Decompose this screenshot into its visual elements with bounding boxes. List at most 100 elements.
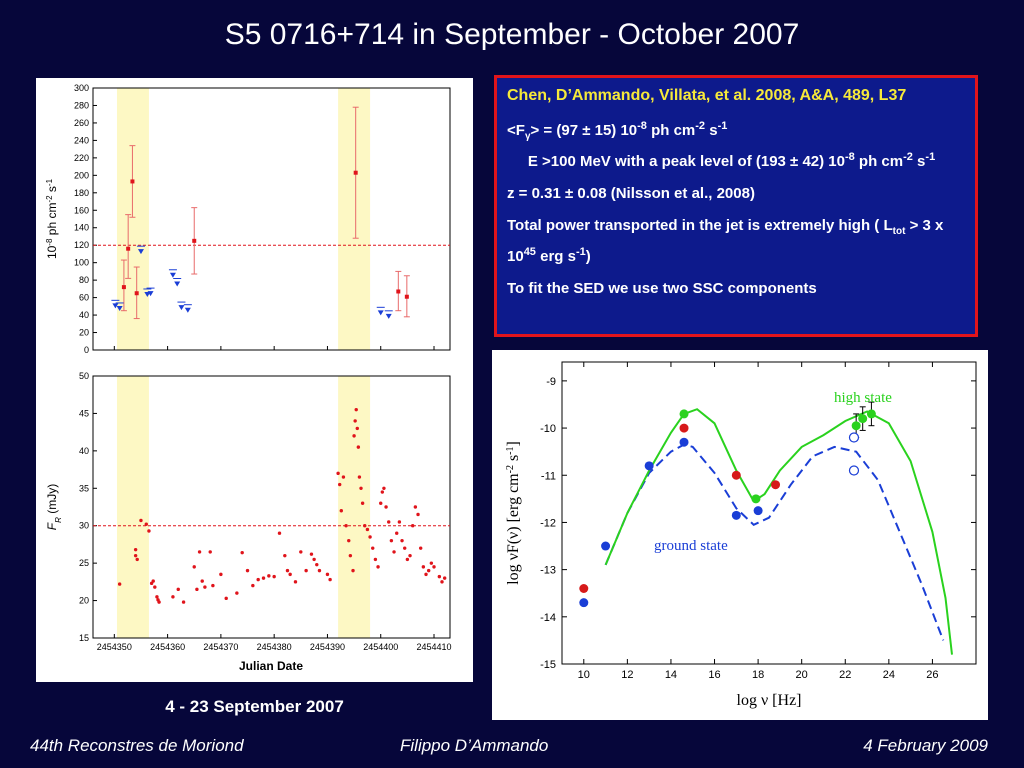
y-tick-label: -11 bbox=[541, 470, 556, 482]
x-tick-label: 2454400 bbox=[363, 642, 398, 652]
data-point bbox=[328, 577, 332, 582]
ground-state-open-point bbox=[848, 432, 860, 443]
y-tick-label: 260 bbox=[74, 118, 89, 128]
ground-state-model-curve bbox=[604, 443, 945, 641]
data-point bbox=[413, 505, 418, 509]
y-tick-label: 160 bbox=[74, 205, 89, 215]
y-tick-label: -12 bbox=[540, 517, 556, 529]
data-point bbox=[353, 170, 358, 175]
data-point bbox=[117, 582, 122, 586]
data-point bbox=[360, 501, 365, 505]
gamma-y-axis-label: 10-8 ph cm-2 s-1 bbox=[45, 178, 60, 259]
data-point bbox=[181, 600, 186, 604]
data-point bbox=[395, 531, 399, 535]
data-point bbox=[157, 600, 161, 604]
upper-limit-arrow bbox=[147, 291, 154, 297]
data-point bbox=[347, 538, 351, 543]
y-tick-label: 25 bbox=[79, 558, 89, 568]
ground-state-point bbox=[731, 510, 741, 520]
data-point bbox=[380, 490, 385, 494]
data-point bbox=[373, 557, 378, 562]
sed-x-axis-label: log ν [Hz] bbox=[737, 692, 802, 709]
y-tick-label: -10 bbox=[540, 423, 556, 435]
data-point bbox=[416, 512, 420, 517]
data-point bbox=[139, 518, 143, 523]
data-point bbox=[357, 475, 362, 479]
x-tick-label: 2454380 bbox=[257, 642, 292, 652]
y-tick-label: 180 bbox=[74, 188, 89, 198]
y-tick-label: -9 bbox=[546, 376, 556, 388]
info-box: Chen, D’Ammando, Villata, et al. 2008, A… bbox=[494, 75, 978, 337]
sed-panel: -15 -14 -13 -12 -11 -10 -9 10 12 14 16 18 20 22 24 26 h… bbox=[492, 350, 988, 720]
y-tick-label: 40 bbox=[79, 310, 89, 320]
light-curves-panel: 0 20 40 60 80 100 120 140 160 180 200 220 240 260 280 3… bbox=[36, 78, 473, 682]
upper-limit-arrow bbox=[116, 305, 123, 311]
optical-x-axis-label: Julian Date bbox=[239, 659, 303, 673]
y-tick-label: 240 bbox=[74, 135, 89, 145]
data-point bbox=[354, 407, 358, 412]
sed-chart-frame bbox=[561, 361, 977, 665]
data-point bbox=[208, 550, 212, 554]
power-text: Total power transported in the jet is ex… bbox=[507, 217, 944, 265]
data-point bbox=[359, 486, 363, 490]
data-point bbox=[197, 550, 202, 554]
footer-event: 44th Reconstres de Moriond bbox=[30, 736, 244, 755]
ground-state-point bbox=[601, 541, 611, 551]
data-point bbox=[153, 585, 157, 589]
data-point bbox=[135, 557, 139, 562]
data-point bbox=[440, 580, 444, 584]
data-point bbox=[365, 527, 370, 532]
data-point bbox=[312, 557, 316, 562]
high-state-annotation: high state bbox=[834, 390, 892, 406]
data-point bbox=[288, 572, 292, 577]
data-point bbox=[283, 553, 287, 558]
data-point bbox=[363, 524, 367, 528]
data-point bbox=[336, 471, 340, 476]
upper-limit-arrow bbox=[184, 307, 191, 313]
x-tick-label: 2454410 bbox=[416, 642, 451, 652]
data-point bbox=[126, 246, 131, 251]
slide-title: S5 0716+714 in September - October 2007 bbox=[224, 18, 800, 51]
data-point bbox=[309, 552, 314, 556]
light-curves-chart: 0 20 40 60 80 100 120 140 160 180 200 220 240 260 280 3… bbox=[45, 83, 452, 673]
ground-state-open-point bbox=[848, 465, 860, 476]
y-tick-label: 280 bbox=[74, 100, 89, 110]
data-point bbox=[151, 579, 155, 583]
upper-limit-arrow bbox=[137, 249, 144, 255]
data-point bbox=[356, 445, 361, 449]
data-point bbox=[421, 565, 426, 569]
x-tick-label: 22 bbox=[839, 669, 851, 681]
data-point bbox=[144, 522, 148, 526]
x-tick-label: 2454350 bbox=[97, 642, 132, 652]
data-point bbox=[130, 179, 135, 184]
data-point bbox=[176, 587, 180, 592]
y-tick-label: 200 bbox=[74, 170, 89, 180]
sed-y-axis-label: log νF(ν) [erg cm-2 s-1] bbox=[505, 441, 523, 585]
x-tick-label: 26 bbox=[926, 669, 938, 681]
sed-note-text: To fit the SED we use two SSC components bbox=[507, 280, 817, 297]
y-tick-label: 100 bbox=[74, 258, 89, 268]
intermediate-state-point bbox=[731, 470, 741, 480]
highlight-band bbox=[116, 376, 149, 638]
data-point bbox=[304, 568, 308, 573]
high-state-point bbox=[679, 409, 689, 419]
x-tick-label: 2454360 bbox=[150, 642, 185, 652]
data-point bbox=[325, 572, 330, 577]
data-point bbox=[277, 531, 282, 535]
data-point bbox=[376, 565, 380, 569]
ground-state-point bbox=[579, 598, 589, 608]
data-point bbox=[338, 482, 342, 487]
reference-text: Chen, D’Ammando, Villata, et al. 2008, A… bbox=[507, 87, 907, 104]
y-tick-label: 20 bbox=[79, 596, 89, 606]
y-tick-label: 45 bbox=[79, 408, 89, 418]
data-point bbox=[351, 568, 355, 573]
data-point bbox=[437, 574, 442, 579]
ground-state-annotation: ground state bbox=[654, 538, 728, 554]
data-point bbox=[211, 583, 215, 588]
upper-limit-arrow bbox=[178, 305, 185, 311]
x-tick-label: 2454370 bbox=[203, 642, 238, 652]
data-point bbox=[285, 568, 290, 573]
data-point bbox=[355, 426, 359, 431]
data-point bbox=[353, 419, 357, 423]
high-state-point bbox=[866, 409, 876, 419]
